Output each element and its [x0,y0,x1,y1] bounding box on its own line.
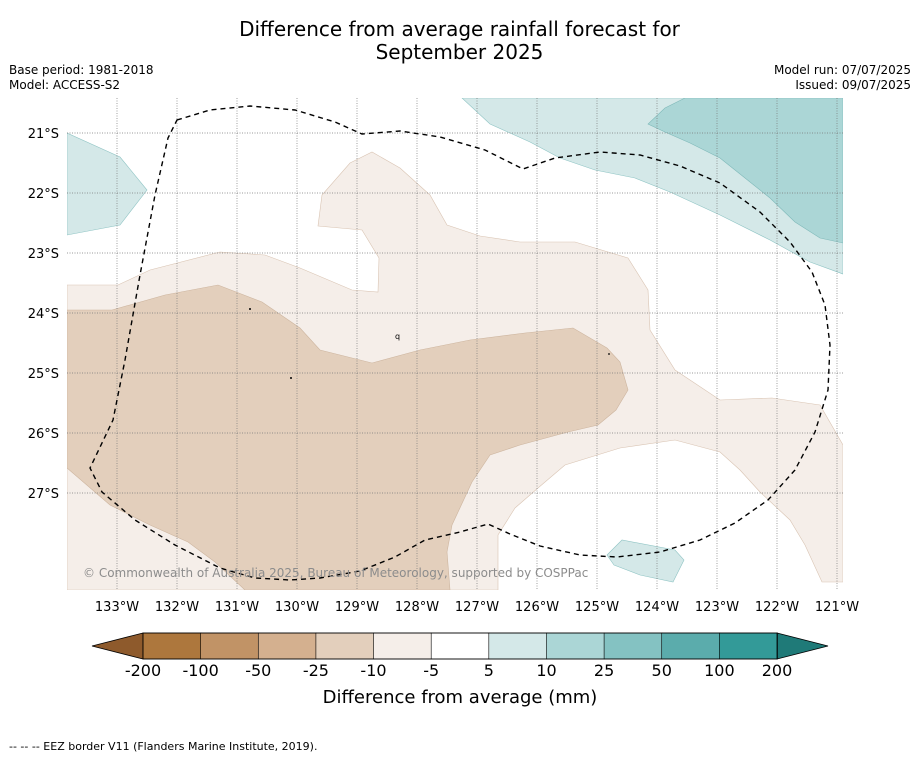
lat-label-22s: 22°S [28,187,59,202]
island-marker [608,353,610,355]
model-text: Model: ACCESS-S2 [9,78,121,92]
colorbar-tick: 5 [484,661,494,680]
colorbar-segment [200,632,260,660]
lon-label-125w: 125°W [575,600,619,615]
eez-border [89,105,831,581]
colorbar-tick: -25 [303,661,329,680]
colorbar-tick: 10 [536,661,556,680]
lat-label-27s: 27°S [28,487,59,502]
lon-label-128w: 128°W [395,600,439,615]
rainfall-zone-minus-25-to-minus-10 [67,284,629,590]
colorbar-title: Difference from average (mm) [323,687,598,708]
lon-label-121w: 121°W [815,600,859,615]
colorbar-segment [257,632,317,660]
base-period-text: Base period: 1981-2018 [9,63,154,77]
colorbar-segment [603,632,663,660]
colorbar-segment [373,632,432,660]
rainfall-zone-10-to-25 [647,98,843,244]
meta-left: Base period: 1981-2018 Model: ACCESS-S2 [9,63,154,93]
lat-label-24s: 24°S [28,307,59,322]
lon-label-129w: 129°W [335,600,379,615]
longitude-labels: 133°W 132°W 131°W 130°W 129°W 128°W 127°… [95,600,859,615]
colorbar-under-arrow [91,632,144,660]
colorbar-tick: -200 [125,661,161,680]
colorbar-segment [719,632,778,660]
map-title-line-2: September 2025 [375,40,544,64]
colorbar-tick: 100 [704,661,735,680]
colorbar-tick: 25 [594,661,614,680]
lat-label-23s: 23°S [28,247,59,262]
colorbar-tick: 50 [652,661,672,680]
colorbar-segment [661,632,721,660]
latitude-labels: 21°S 22°S 23°S 24°S 25°S 26°S 27°S [28,127,59,502]
lat-label-21s: 21°S [28,127,59,142]
lon-label-122w: 122°W [755,600,799,615]
eez-legend-text: -- -- -- EEZ border V11 (Flanders Marine… [9,740,318,753]
meta-right: Model run: 07/07/2025 Issued: 09/07/2025 [774,63,911,93]
colorbar-over-arrow [776,632,829,660]
lat-label-26s: 26°S [28,427,59,442]
map-title-line-1: Difference from average rainfall forecas… [239,17,680,41]
map-title: Difference from average rainfall forecas… [0,18,919,64]
colorbar-tick: -5 [423,661,439,680]
island-marker [249,308,251,310]
colorbar-segment [488,632,548,660]
lon-label-123w: 123°W [695,600,739,615]
colorbar-frame [142,632,778,660]
model-run-text: Model run: 07/07/2025 [773,63,911,77]
lon-label-130w: 130°W [275,600,319,615]
colorbar-ticks: -200 -100 -50 -25 -10 -5 5 10 25 50 100 … [125,661,792,680]
colorbar-segment [430,632,490,660]
rainfall-zone-5-to-10-west [67,132,148,236]
lon-label-131w: 131°W [215,600,259,615]
graticule [67,98,843,590]
lon-label-126w: 126°W [515,600,559,615]
colorbar-tick: 200 [762,661,793,680]
colorbar-segment [546,632,605,660]
colorbar-tick: -10 [360,661,386,680]
island-label: q [395,332,400,341]
colorbar-segment [315,632,375,660]
lon-label-133w: 133°W [95,600,139,615]
lon-label-132w: 132°W [155,600,199,615]
lon-label-127w: 127°W [455,600,499,615]
island-marker [290,377,292,379]
colorbar-tick: -50 [245,661,271,680]
lon-label-124w: 124°W [635,600,679,615]
colorbar-segments [142,632,778,660]
copyright-text: © Commonwealth of Australia 2025, Bureau… [83,566,588,580]
colorbar-tick: -100 [182,661,218,680]
colorbar-segment [142,632,202,660]
issued-text: Issued: 09/07/2025 [795,78,911,92]
map-panel: q © Commonwealth of Australia 2025, Bure… [67,98,843,590]
colorbar [91,632,829,660]
lat-label-25s: 25°S [28,367,59,382]
